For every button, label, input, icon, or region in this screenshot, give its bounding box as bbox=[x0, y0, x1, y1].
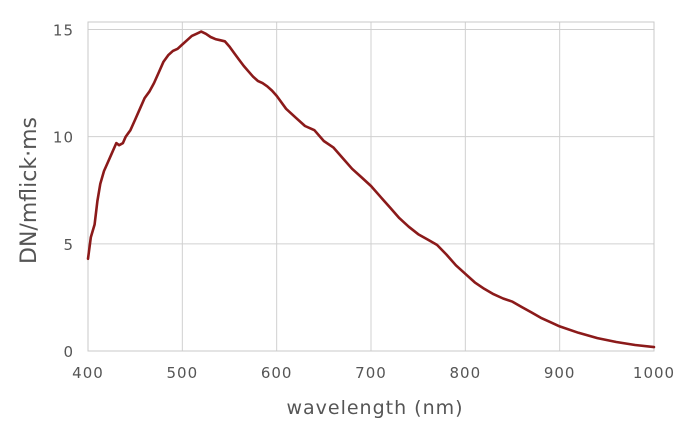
y-tick-label: 0 bbox=[63, 343, 74, 361]
x-tick-label: 900 bbox=[544, 364, 576, 382]
y-tick-label: 15 bbox=[53, 22, 74, 40]
x-axis-title: wavelength (nm) bbox=[286, 397, 463, 419]
x-tick-label: 600 bbox=[261, 364, 293, 382]
y-axis-ticks: 0 5 10 15 bbox=[53, 22, 74, 361]
y-tick-label: 5 bbox=[63, 236, 74, 254]
y-tick-label: 10 bbox=[53, 129, 74, 147]
series-line bbox=[86, 30, 656, 349]
y-axis-title: DN/mflick·ms bbox=[17, 117, 42, 264]
x-tick-label: 800 bbox=[450, 364, 482, 382]
x-tick-label: 1000 bbox=[633, 364, 675, 382]
x-tick-label: 500 bbox=[167, 364, 199, 382]
x-axis-ticks: 400 500 600 700 800 900 1000 bbox=[72, 364, 675, 382]
x-tick-label: 400 bbox=[72, 364, 104, 382]
grid-lines bbox=[88, 22, 654, 351]
plot-frame bbox=[87, 21, 655, 352]
x-tick-label: 700 bbox=[355, 364, 387, 382]
